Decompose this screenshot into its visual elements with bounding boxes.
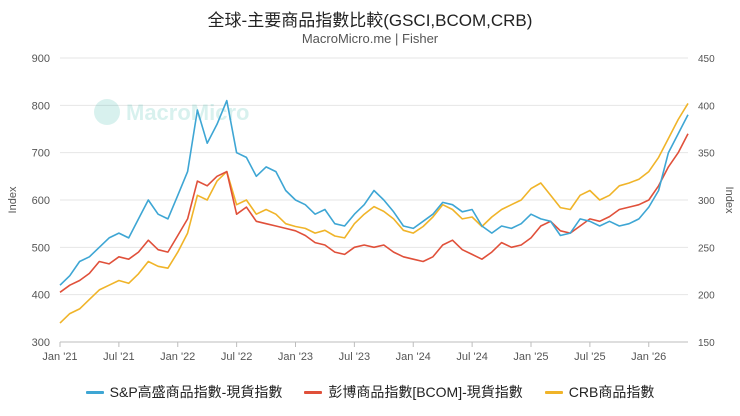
y-tick-label-right: 400 bbox=[698, 101, 715, 112]
chart-legend: S&P高盛商品指數-現貨指數 彭博商品指數[BCOM]-現貨指數 CRB商品指數 bbox=[0, 382, 740, 402]
x-tick-label: Jan '25 bbox=[513, 351, 548, 363]
x-tick-label: Jan '21 bbox=[42, 351, 77, 363]
legend-item-2[interactable]: 彭博商品指數[BCOM]-現貨指數 bbox=[304, 382, 523, 402]
x-tick-label: Jul '22 bbox=[221, 351, 252, 363]
y-tick-label-right: 350 bbox=[698, 149, 715, 160]
legend-swatch bbox=[304, 390, 323, 394]
legend-item-1[interactable]: S&P高盛商品指數-現貨指數 bbox=[85, 382, 283, 402]
y-tick-label-left: 400 bbox=[32, 290, 50, 302]
y-tick-label-right: 200 bbox=[698, 291, 715, 302]
x-tick-label: Jan '23 bbox=[278, 351, 313, 363]
x-tick-label: Jan '24 bbox=[396, 351, 431, 363]
y-tick-label-right: 450 bbox=[698, 54, 715, 65]
x-tick-label: Jul '21 bbox=[103, 351, 134, 363]
y-axis-title-left: Index bbox=[7, 186, 19, 213]
plot-area: 300 400 500 600 700 800 900 150 200 250 300 350 400 4… bbox=[7, 53, 735, 363]
legend-item-3[interactable]: CRB商品指數 bbox=[544, 382, 655, 402]
series-line-2 bbox=[59, 133, 689, 293]
y-axis-title-right: Index bbox=[723, 187, 735, 214]
x-tick-label: Jan '22 bbox=[160, 351, 195, 363]
legend-label: CRB商品指數 bbox=[568, 384, 655, 400]
y-tick-label-left: 300 bbox=[32, 337, 50, 349]
y-tick-label-right: 150 bbox=[698, 338, 715, 349]
x-tick-label: Jul '23 bbox=[339, 351, 370, 363]
chart-title: 全球-主要商品指數比較(GSCI,BCOM,CRB) bbox=[207, 11, 533, 30]
y-tick-label-right: 300 bbox=[698, 196, 715, 207]
chart-subtitle: MacroMicro.me | Fisher bbox=[301, 31, 439, 46]
y-tick-label-left: 500 bbox=[32, 242, 50, 254]
series-line-1 bbox=[59, 99, 689, 286]
y-tick-label-left: 600 bbox=[32, 195, 50, 207]
series-line-3 bbox=[59, 102, 689, 324]
legend-label: 彭博商品指數[BCOM]-現貨指數 bbox=[328, 384, 523, 400]
y-tick-label-left: 800 bbox=[32, 100, 50, 112]
x-tick-label: Jul '24 bbox=[456, 351, 487, 363]
watermark-icon bbox=[94, 99, 120, 125]
x-tick-label: Jul '25 bbox=[574, 351, 605, 363]
legend-label: S&P高盛商品指數-現貨指數 bbox=[109, 384, 283, 400]
y-tick-label-left: 900 bbox=[32, 53, 50, 65]
y-tick-label-left: 700 bbox=[32, 148, 50, 160]
x-tick-label: Jan '26 bbox=[631, 351, 666, 363]
y-tick-label-right: 250 bbox=[698, 243, 715, 254]
legend-swatch bbox=[544, 390, 563, 394]
legend-swatch bbox=[85, 390, 104, 394]
